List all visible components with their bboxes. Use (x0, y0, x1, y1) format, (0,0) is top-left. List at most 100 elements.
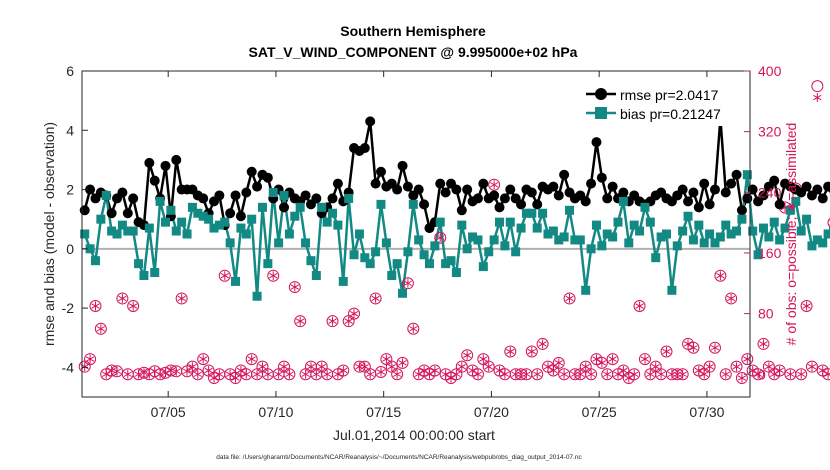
obs-assimilated-point (263, 369, 273, 379)
obs-assimilated-point (279, 362, 289, 372)
obs-possible-point (563, 292, 576, 305)
bias-point (791, 196, 801, 206)
legend: rmse pr=2.0417 bias pr=0.21247 (578, 78, 746, 126)
bias-point (85, 244, 95, 254)
rmse-point (693, 202, 704, 213)
obs-assimilated-point (419, 366, 429, 375)
obs-possible-point (267, 269, 280, 282)
obs-assimilated-point (651, 362, 660, 372)
bias-point (268, 188, 278, 198)
obs-assimilated-point (797, 369, 806, 379)
bias-point (182, 229, 192, 239)
bias-point (651, 253, 661, 263)
rmse-point (472, 193, 483, 204)
bias-point (699, 238, 709, 248)
obs-assimilated-point (398, 358, 407, 368)
chart-subtitle: SAT_V_WIND_COMPONENT @ 9.995000e+02 hPa (249, 44, 578, 60)
obs-assimilated-point (705, 362, 714, 372)
obs-possible-point (552, 356, 565, 369)
rmse-point (516, 199, 527, 210)
obs-assimilated-point (166, 366, 176, 375)
bias-point (802, 214, 812, 224)
obs-assimilated-point (414, 369, 423, 379)
bias-point (570, 235, 580, 245)
bias-point (392, 259, 402, 269)
obs-assimilated-point (468, 366, 477, 375)
bias-point (624, 238, 634, 248)
bias-point (408, 199, 418, 209)
obs-assimilated-point (85, 354, 95, 364)
bias-point (144, 223, 154, 233)
bias-point (554, 235, 564, 245)
rmse-point (332, 178, 343, 189)
obs-assimilated-point (694, 366, 703, 375)
obs-possible-point (197, 353, 210, 366)
obs-assimilated-point (392, 369, 402, 379)
rmse-point (478, 178, 489, 189)
obs-assimilated-point (382, 354, 391, 364)
obs-possible-point (805, 360, 818, 373)
obs-assimilated-point (786, 369, 795, 379)
obs-possible-point (369, 292, 382, 305)
rmse-point (526, 187, 537, 198)
bias-point (656, 232, 666, 242)
obs-assimilated-point (538, 339, 547, 349)
obs-possible-point (283, 368, 296, 381)
rmse-point (144, 157, 155, 168)
obs-assimilated-point (220, 271, 229, 281)
bias-point (758, 223, 768, 233)
left-y-tick-label: -2 (62, 300, 75, 316)
rmse-point (677, 184, 688, 195)
obs-assimilated-point (522, 369, 531, 379)
obs-assimilated-point (242, 369, 251, 379)
bias-point (495, 217, 504, 227)
obs-possible-point (175, 292, 188, 305)
rmse-point (462, 184, 473, 195)
rmse-point (747, 184, 758, 195)
bias-points (80, 170, 830, 301)
obs-possible-point (811, 80, 824, 93)
rmse-point (128, 193, 139, 204)
rmse-point (198, 193, 209, 204)
obs-assimilated-point (662, 347, 671, 356)
obs-assimilated-point (527, 347, 536, 356)
rmse-point (375, 166, 386, 177)
obs-possible-point (407, 322, 420, 335)
obs-assimilated-point (247, 354, 256, 364)
rmse-point (365, 116, 376, 127)
bias-point (430, 241, 440, 251)
rmse-point (419, 199, 430, 210)
data-file-footer: data file: /Users/gharamti/Documents/NCA… (216, 454, 582, 461)
rmse-point (812, 184, 823, 195)
obs-possible-point (326, 315, 339, 328)
bias-point (581, 285, 591, 295)
rmse-point (300, 190, 311, 201)
bias-point (764, 232, 774, 242)
obs-assimilated-point (204, 366, 213, 375)
bias-point (505, 217, 515, 227)
obs-assimilated-point (807, 362, 817, 372)
bias-point (204, 214, 214, 224)
bias-point (290, 211, 300, 221)
obs-assimilated-point (506, 347, 515, 356)
obs-possible-point (504, 345, 517, 358)
bias-point (150, 268, 160, 278)
obs-assimilated-point (581, 362, 590, 372)
bias-point (284, 229, 294, 239)
obs-possible-point (714, 269, 727, 282)
obs-possible-point (795, 368, 808, 381)
rmse-point (602, 193, 613, 204)
rmse-point (241, 187, 252, 198)
rmse-point (397, 160, 408, 171)
bias-point (451, 268, 461, 278)
obs-possible-point (660, 345, 673, 358)
bias-point (187, 202, 197, 212)
obs-assimilated-point (559, 369, 569, 379)
bias-point (823, 229, 830, 239)
bias-point (117, 220, 127, 230)
bias-point (586, 244, 596, 254)
obs-assimilated-point (586, 369, 596, 379)
bias-point (748, 226, 758, 236)
bias-point (769, 217, 779, 227)
obs-assimilated-point (285, 369, 294, 379)
